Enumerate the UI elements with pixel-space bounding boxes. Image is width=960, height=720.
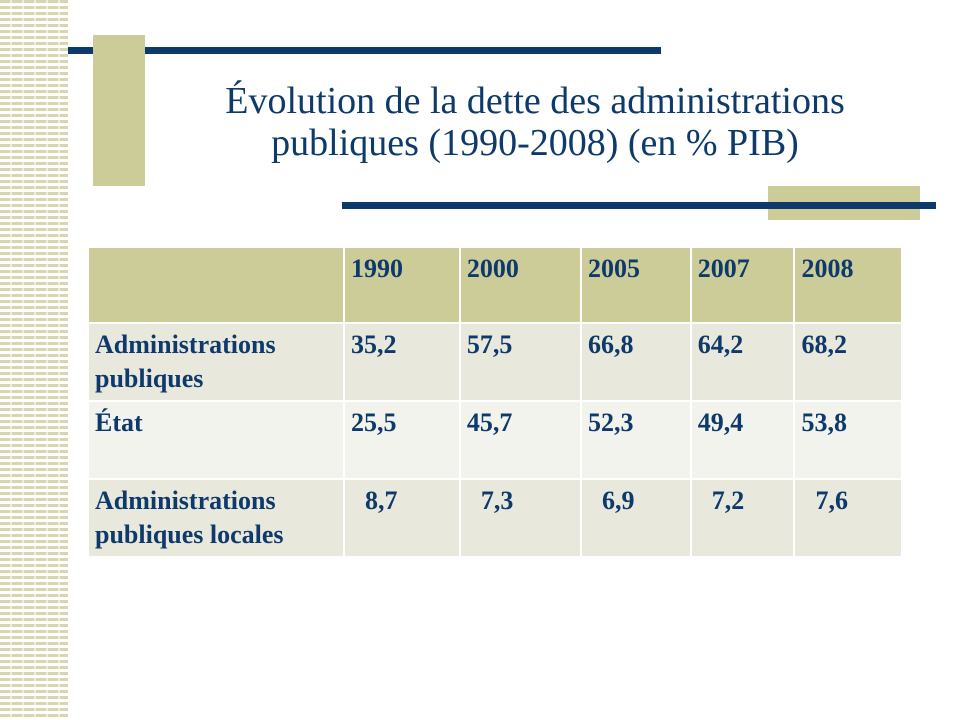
header-cell-1990: 1990 xyxy=(345,248,459,322)
decorative-top-square xyxy=(93,35,145,186)
table-cell: 7,6 xyxy=(795,480,901,556)
decorative-top-line xyxy=(68,47,661,54)
header-cell-2005: 2005 xyxy=(581,248,690,322)
table-row: État 25,5 45,7 52,3 49,4 53,8 xyxy=(89,402,901,478)
header-cell-2007: 2007 xyxy=(691,248,794,322)
table-cell: 25,5 xyxy=(345,402,459,478)
table-cell: 68,2 xyxy=(795,324,901,400)
table-cell: 8,7 xyxy=(345,480,459,556)
table-cell: 49,4 xyxy=(691,402,794,478)
debt-table: 1990 2000 2005 2007 2008 Administrations… xyxy=(87,246,903,558)
header-cell-2008: 2008 xyxy=(795,248,901,322)
header-cell-empty xyxy=(89,248,344,322)
table-row: Administrations publiques locales 8,7 7,… xyxy=(89,480,901,556)
row-label-administrations-publiques: Administrations publiques xyxy=(89,324,344,400)
table-cell: 45,7 xyxy=(460,402,580,478)
table-cell: 35,2 xyxy=(345,324,459,400)
decorative-bottom-line xyxy=(342,202,936,209)
row-label-line-1: Administrations xyxy=(95,486,276,515)
header-cell-2000: 2000 xyxy=(460,248,580,322)
table-header-row: 1990 2000 2005 2007 2008 xyxy=(89,248,901,322)
table-cell: 6,9 xyxy=(581,480,690,556)
table-cell: 7,2 xyxy=(691,480,794,556)
slide-title-line-1: Évolution de la dette des administration… xyxy=(225,80,845,122)
table-row: Administrations publiques 35,2 57,5 66,8… xyxy=(89,324,901,400)
slide-title-line-2: publiques (1990-2008) (en % PIB) xyxy=(271,122,799,164)
row-label-line-1: Administrations xyxy=(95,330,276,359)
table-cell: 57,5 xyxy=(460,324,580,400)
row-label-administrations-publiques-locales: Administrations publiques locales xyxy=(89,480,344,556)
table-cell: 7,3 xyxy=(460,480,580,556)
row-label-etat: État xyxy=(89,402,344,478)
table-cell: 53,8 xyxy=(795,402,901,478)
row-label-line-2: publiques xyxy=(95,364,204,393)
row-label-line-2: publiques locales xyxy=(95,520,284,549)
slide-title: Évolution de la dette des administration… xyxy=(140,80,930,164)
row-label-line-1: État xyxy=(95,408,143,437)
decorative-left-strip xyxy=(0,0,68,720)
table-cell: 64,2 xyxy=(691,324,794,400)
table-cell: 52,3 xyxy=(581,402,690,478)
table-cell: 66,8 xyxy=(581,324,690,400)
